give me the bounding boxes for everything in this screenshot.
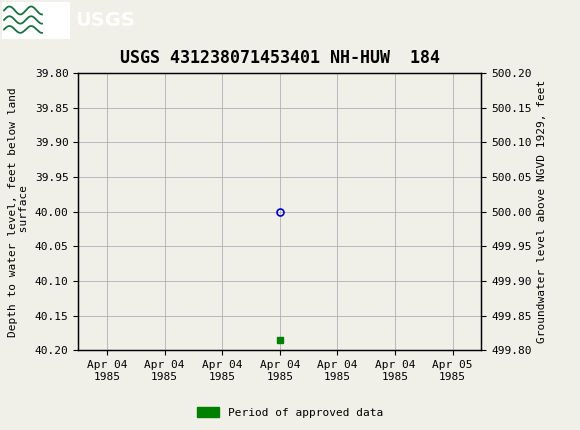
Y-axis label: Depth to water level, feet below land
 surface: Depth to water level, feet below land su… (8, 87, 29, 337)
Text: USGS: USGS (75, 12, 135, 31)
Y-axis label: Groundwater level above NGVD 1929, feet: Groundwater level above NGVD 1929, feet (537, 80, 547, 344)
Legend: Period of approved data: Period of approved data (193, 403, 387, 422)
Bar (2, 2, 70, 39)
Title: USGS 431238071453401 NH-HUW  184: USGS 431238071453401 NH-HUW 184 (120, 49, 440, 68)
